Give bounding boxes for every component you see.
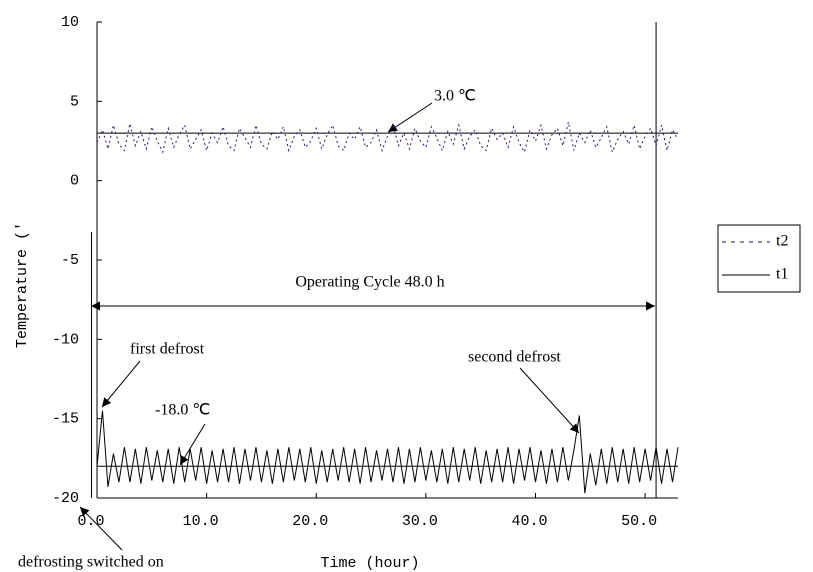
annotation-arrow: [179, 423, 206, 466]
x-tick-label: 30.0: [402, 513, 438, 530]
series-line: [96, 121, 679, 154]
y-axis-label: Temperature (': [14, 222, 31, 348]
annotation-arrow: [79, 506, 123, 551]
y-tick-label: 10: [61, 14, 79, 31]
annotation-arrow: [519, 367, 580, 434]
x-tick-label: 50.0: [621, 513, 657, 530]
y-tick-label: -10: [52, 331, 79, 348]
annotation: defrosting switched on: [18, 554, 164, 571]
x-tick-label: 20.0: [292, 513, 328, 530]
y-tick-label: -5: [61, 252, 79, 269]
annotation: -18.0 ℃: [155, 402, 210, 419]
series-line: [96, 410, 679, 494]
annotation-arrow: [101, 360, 141, 408]
legend-label: t1: [776, 266, 788, 283]
annotation: 3.0 ℃: [434, 88, 476, 105]
annotation-arrow: [387, 102, 433, 133]
x-tick-label: 10.0: [183, 513, 219, 530]
y-tick-label: -15: [52, 411, 79, 428]
x-tick-label: 40.0: [511, 513, 547, 530]
annotation: first defrost: [130, 341, 205, 358]
annotations: 3.0 ℃ Operating Cycle 48.0 h first defro…: [18, 88, 655, 571]
x-tick-label: 0.0: [77, 513, 104, 530]
annotation: Operating Cycle 48.0 h: [295, 274, 444, 291]
annotation: second defrost: [468, 349, 561, 366]
legend-label: t2: [776, 233, 788, 250]
legend-box: [717, 224, 801, 293]
y-tick-label: 0: [70, 173, 79, 190]
y-tick-label: -20: [52, 490, 79, 507]
x-axis-label: Time (hour): [320, 555, 419, 572]
y-tick-label: 5: [70, 93, 79, 110]
